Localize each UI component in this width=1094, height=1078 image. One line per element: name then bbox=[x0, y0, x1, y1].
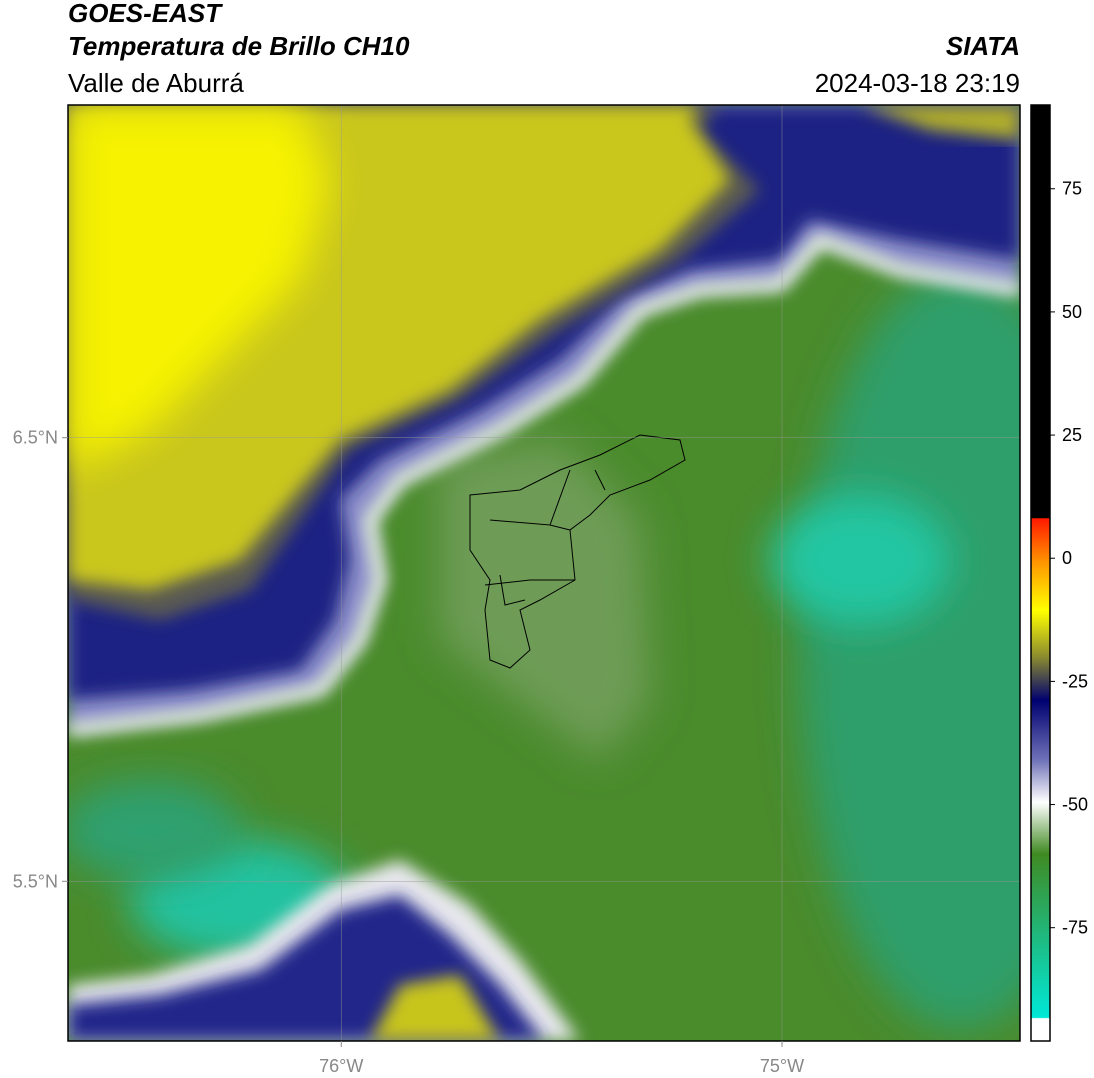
colorbar-tick-label: -75 bbox=[1062, 918, 1088, 938]
colorbar-tick-label: 0 bbox=[1062, 548, 1072, 568]
colorbar-tick-label: -50 bbox=[1062, 795, 1088, 815]
colorbar-tick-label: 75 bbox=[1062, 179, 1082, 199]
y-tick-label: 5.5°N bbox=[13, 871, 58, 891]
subtitle: Temperatura de Brillo CH10 bbox=[68, 31, 410, 61]
title: GOES-EAST bbox=[68, 0, 223, 28]
datetime: 2024-03-18 23:19 bbox=[815, 68, 1020, 98]
colorbar-tick-label: -25 bbox=[1062, 671, 1088, 691]
graticule bbox=[68, 105, 1020, 1041]
colorbar bbox=[1030, 104, 1051, 1042]
region: Valle de Aburrá bbox=[68, 68, 244, 98]
colorbar-tick-label: 25 bbox=[1062, 425, 1082, 445]
source: SIATA bbox=[946, 31, 1020, 61]
y-tick-label: 6.5°N bbox=[13, 428, 58, 448]
x-tick-label: 75°W bbox=[760, 1056, 804, 1076]
map-frame bbox=[67, 104, 1021, 1042]
x-tick-label: 76°W bbox=[319, 1056, 363, 1076]
colorbar-tick-label: 50 bbox=[1062, 302, 1082, 322]
satellite-image bbox=[68, 105, 1020, 1041]
